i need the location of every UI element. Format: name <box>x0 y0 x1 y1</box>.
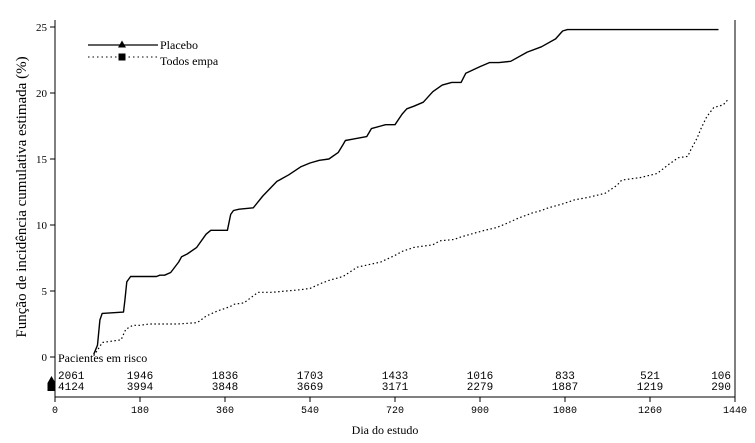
x-tick-label: 1260 <box>638 406 662 417</box>
x-axis-label: Dia do estudo <box>352 423 419 437</box>
legend-empa-square-icon <box>118 53 126 61</box>
legend-placebo-triangle-icon <box>118 40 126 48</box>
risk-count-placebo: 1836 <box>212 371 238 383</box>
risk-table: Pacientes em risco 2061 1946 1836 1703 1433 1… <box>47 351 731 394</box>
series-line-placebo <box>93 28 719 355</box>
risk-row-placebo-triangle-icon <box>47 376 56 383</box>
y-tick-label: 5 <box>42 286 48 298</box>
series-layer <box>93 28 729 357</box>
x-tick-label: 900 <box>471 406 489 417</box>
y-tick-label: 0 <box>42 352 48 364</box>
risk-count-empa: 2279 <box>467 382 493 394</box>
risk-count-empa: 1887 <box>552 382 578 394</box>
risk-count-placebo: 106 <box>711 371 731 383</box>
risk-count-empa: 3669 <box>297 382 323 394</box>
risk-count-empa: 290 <box>711 382 731 394</box>
x-tick-label: 1440 <box>723 406 747 417</box>
x-tick-label: 0 <box>52 406 58 417</box>
y-tick-label: 15 <box>36 154 48 166</box>
y-tick-label: 25 <box>36 22 48 34</box>
risk-count-placebo: 1703 <box>297 371 323 383</box>
x-tick-label: 720 <box>386 406 404 417</box>
series-line-empa <box>93 99 729 357</box>
risk-count-empa: 3171 <box>382 382 409 394</box>
x-tick-label: 540 <box>301 406 319 417</box>
risk-table-title: Pacientes em risco <box>58 351 147 365</box>
risk-count-placebo: 2061 <box>58 371 85 383</box>
y-axis-label: Função de incidência cumulativa estimada… <box>14 56 30 337</box>
x-tick-label: 1080 <box>553 406 577 417</box>
x-axis: 0 180 360 540 720 900 1080 1260 1440 <box>52 20 747 417</box>
legend-placebo-label: Placebo <box>160 38 198 52</box>
risk-count-empa: 3848 <box>212 382 238 394</box>
legend: Placebo Todos empa <box>88 38 219 68</box>
legend-empa-label: Todos empa <box>160 54 219 68</box>
risk-count-placebo: 521 <box>640 371 660 383</box>
risk-count-empa: 3994 <box>127 382 154 394</box>
risk-count-placebo: 1016 <box>467 371 493 383</box>
risk-count-empa: 4124 <box>58 382 85 394</box>
risk-count-placebo: 1433 <box>382 371 408 383</box>
x-tick-label: 360 <box>216 406 234 417</box>
y-axis: 0 5 10 15 20 25 <box>36 20 56 397</box>
risk-count-empa: 1219 <box>637 382 663 394</box>
risk-row-empa-square-icon <box>47 383 55 391</box>
risk-count-placebo: 833 <box>555 371 575 383</box>
y-tick-label: 10 <box>36 220 48 232</box>
risk-count-placebo: 1946 <box>127 371 153 383</box>
y-tick-label: 20 <box>36 88 48 100</box>
x-tick-label: 180 <box>131 406 149 417</box>
